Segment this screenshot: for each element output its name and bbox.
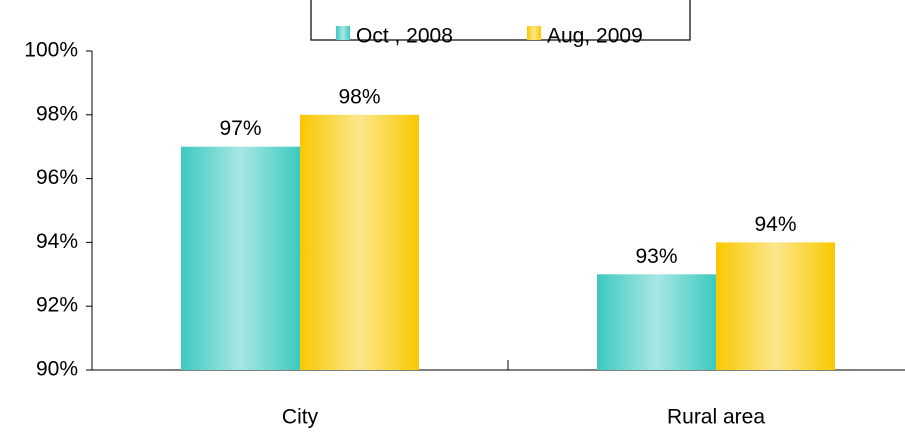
legend-box [310,0,691,41]
y-tick-label: 98% [36,102,78,125]
y-tick-label: 90% [36,358,78,381]
legend-label: Aug, 2009 [547,25,643,48]
bar [716,242,835,370]
x-tick-label: Rural area [667,406,765,429]
bar [597,274,716,370]
data-label: 98% [338,85,380,108]
y-tick-label: 92% [36,294,78,317]
x-tick-label: City [282,406,319,429]
legend-swatch [336,26,350,40]
y-tick-label: 100% [24,39,78,62]
data-label: 94% [754,213,796,236]
legend-label: Oct , 2008 [356,25,453,48]
y-tick-label: 96% [36,166,78,189]
bar [300,114,419,370]
bar [181,146,300,370]
data-label: 93% [635,245,677,268]
y-tick-label: 94% [36,230,78,253]
data-label: 97% [219,117,261,140]
legend-swatch [527,26,541,40]
